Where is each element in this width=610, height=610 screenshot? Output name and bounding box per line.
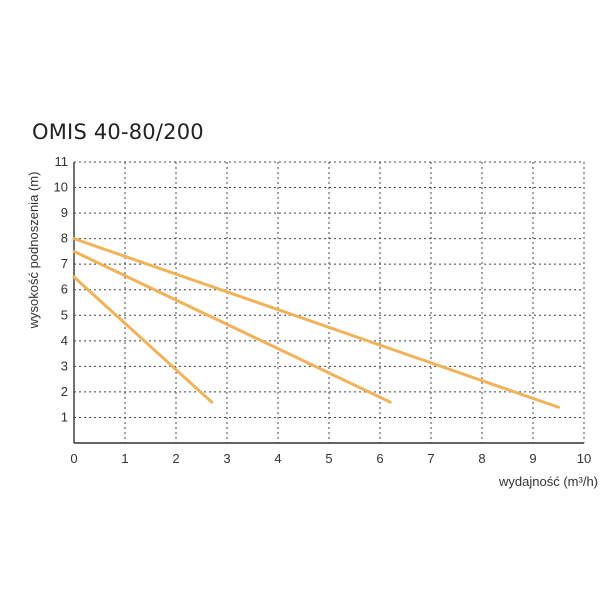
series-line-1 <box>72 275 214 404</box>
x-tick-label: 2 <box>172 451 179 466</box>
x-tick-label: 1 <box>121 451 128 466</box>
series-lines <box>72 237 560 409</box>
x-tick-label: 4 <box>274 451 281 466</box>
y-axis-label: wysokość podnoszenia (m) <box>26 172 41 330</box>
x-axis-label: wydajność (m³/h) <box>498 474 598 489</box>
tick-labels: 0 1 2 3 4 5 6 7 8 9 10 1 2 3 4 5 6 7 8 9 10 11 <box>54 154 592 466</box>
y-tick-label: 8 <box>61 231 68 246</box>
y-tick-label: 11 <box>55 154 69 169</box>
series-line-3 <box>72 237 560 409</box>
x-tick-label: 5 <box>325 451 332 466</box>
y-tick-label: 7 <box>61 256 68 271</box>
x-tick-label: 8 <box>478 451 485 466</box>
y-tick-label: 1 <box>61 409 68 424</box>
x-tick-label: 6 <box>376 451 383 466</box>
series-line-2 <box>72 249 392 404</box>
y-tick-label: 9 <box>61 205 68 220</box>
y-tick-label: 4 <box>61 333 68 348</box>
y-tick-label: 6 <box>61 282 68 297</box>
x-tick-label: 9 <box>529 451 536 466</box>
x-tick-label: 7 <box>427 451 434 466</box>
y-tick-label: 3 <box>61 358 68 373</box>
y-tick-label: 10 <box>54 180 68 195</box>
y-tick-label: 2 <box>61 384 68 399</box>
x-tick-label: 0 <box>70 451 77 466</box>
x-tick-label: 10 <box>577 451 591 466</box>
y-tick-label: 5 <box>61 307 68 322</box>
chart-title: OMIS 40-80/200 <box>32 120 204 144</box>
grid <box>74 161 585 443</box>
axes <box>73 162 584 444</box>
x-tick-label: 3 <box>223 451 230 466</box>
